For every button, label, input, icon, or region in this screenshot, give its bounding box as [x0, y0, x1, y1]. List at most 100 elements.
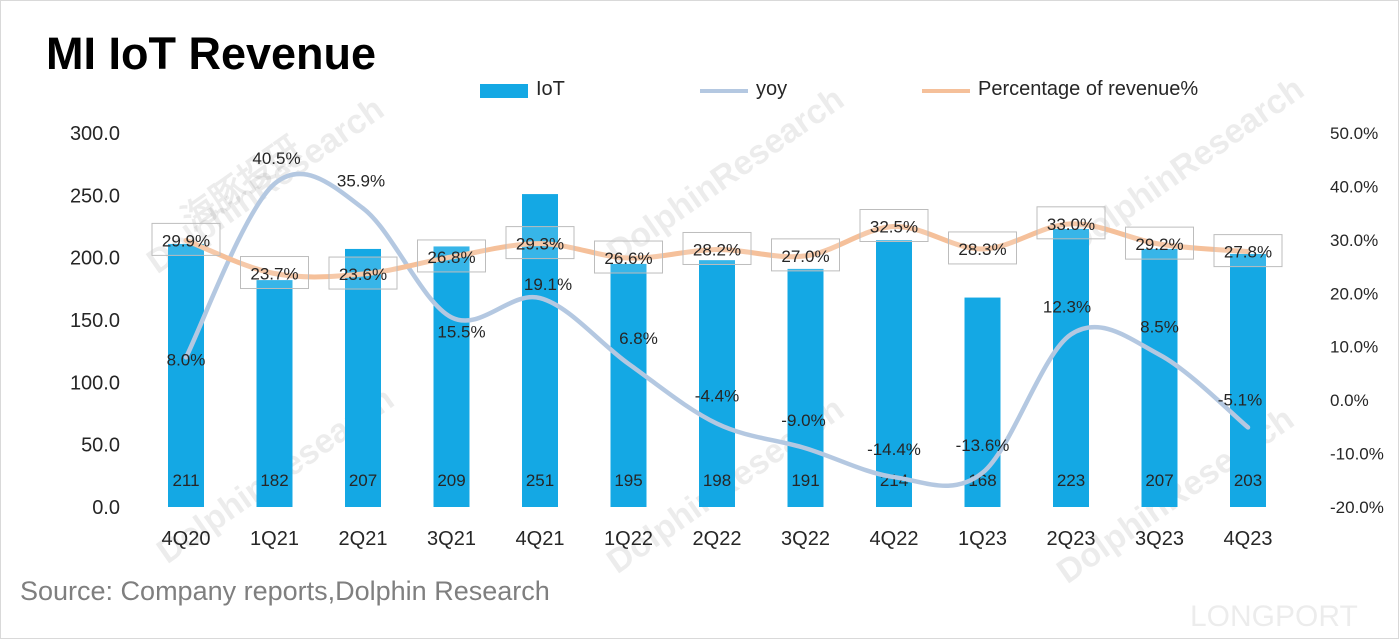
x-tick-label: 2Q21	[339, 528, 388, 550]
pct-data-label: 28.2%	[693, 240, 741, 259]
yoy-data-label: -13.6%	[956, 436, 1010, 455]
bar	[433, 246, 470, 508]
bar	[1230, 253, 1266, 507]
pct-label-box	[1036, 206, 1106, 240]
y-left-tick-label: 300.0	[70, 123, 120, 145]
bar	[345, 248, 381, 507]
pct-data-label: 27.8%	[1224, 243, 1272, 262]
y-left-tick-label: 250.0	[70, 185, 120, 207]
y-right-tick-label: 20.0%	[1330, 284, 1378, 303]
y-left-tick-label: 150.0	[70, 310, 120, 332]
x-tick-label: 2Q22	[693, 528, 742, 550]
bar-value-label: 207	[349, 471, 377, 490]
legend-swatch-pct	[922, 89, 970, 93]
bar-value-label: 195	[614, 471, 642, 490]
x-tick-label: 1Q21	[250, 528, 299, 550]
pct-data-label: 29.9%	[162, 231, 210, 250]
pct-data-label: 26.6%	[604, 249, 652, 268]
y-right-tick-label: -20.0%	[1330, 498, 1384, 517]
pct-label-box	[1213, 234, 1283, 268]
pct-label-box	[151, 222, 221, 256]
bar	[699, 260, 735, 507]
pct-label-box	[240, 256, 309, 290]
pct-label-box	[948, 231, 1017, 265]
x-tick-label: 2Q23	[1047, 528, 1096, 550]
pct-data-label: 23.6%	[339, 265, 387, 284]
bar-value-label: 191	[791, 471, 819, 490]
bar-value-label: 211	[172, 471, 199, 490]
y-right-tick-label: 30.0%	[1330, 231, 1378, 250]
pct-label-box	[682, 231, 752, 265]
bar	[1053, 228, 1089, 507]
pct-label-box	[859, 209, 929, 242]
yoy-data-label: 19.1%	[524, 275, 572, 294]
pct-data-label: 26.8%	[427, 248, 475, 267]
y-right-tick-label: 40.0%	[1330, 177, 1378, 196]
y-right-tick-label: 0.0%	[1330, 391, 1369, 410]
x-tick-label: 1Q23	[958, 528, 1007, 550]
y-left-tick-label: 50.0	[81, 435, 120, 457]
bar	[787, 268, 824, 507]
bar	[1141, 248, 1178, 507]
bar-value-label: 203	[1234, 471, 1262, 490]
yoy-data-label: 12.3%	[1043, 297, 1091, 316]
yoy-data-label: 40.5%	[252, 149, 300, 168]
x-tick-label: 4Q20	[162, 528, 211, 550]
y-left-tick-label: 0.0	[92, 497, 120, 519]
bar-value-label: 209	[437, 471, 465, 490]
yoy-data-label: -14.4%	[867, 440, 921, 459]
yoy-data-label: 15.5%	[437, 322, 485, 341]
y-left-tick-label: 100.0	[70, 372, 120, 394]
x-tick-label: 3Q22	[781, 528, 830, 550]
x-tick-label: 4Q21	[516, 528, 565, 550]
bar	[256, 280, 293, 507]
yoy-data-label: 35.9%	[337, 171, 385, 190]
series-line-yoy	[183, 171, 1251, 488]
x-tick-label: 3Q23	[1135, 528, 1184, 550]
pct-data-label: 28.3%	[958, 240, 1006, 259]
legend-swatch-yoy	[700, 89, 748, 93]
pct-data-label: 33.0%	[1047, 215, 1095, 234]
yoy-data-label: -5.1%	[1218, 390, 1262, 409]
yoy-data-label: 8.5%	[1140, 318, 1179, 337]
pct-label-box	[594, 240, 663, 274]
yoy-data-label: -9.0%	[781, 411, 825, 430]
y-left-tick-label: 200.0	[70, 248, 120, 270]
pct-label-box	[771, 238, 840, 272]
pct-data-label: 32.5%	[870, 218, 918, 237]
x-tick-label: 3Q21	[427, 528, 476, 550]
x-tick-label: 4Q22	[870, 528, 919, 550]
bar	[876, 240, 912, 508]
legend-label-iot: IoT	[536, 78, 565, 100]
bar-value-label: 251	[526, 471, 554, 490]
pct-label-box	[505, 226, 575, 260]
yoy-data-label: -4.4%	[695, 387, 739, 406]
series-line-pct	[183, 221, 1251, 280]
pct-data-label: 29.2%	[1135, 235, 1183, 254]
y-right-tick-label: 10.0%	[1330, 338, 1378, 357]
bar	[610, 263, 647, 507]
bar-value-label: 182	[260, 471, 288, 490]
x-tick-label: 4Q23	[1224, 528, 1273, 550]
pct-label-box	[1125, 226, 1194, 260]
yoy-data-label: 6.8%	[619, 329, 658, 348]
bar-value-label: 198	[703, 471, 731, 490]
pct-label-box	[328, 256, 398, 290]
pct-label-box	[417, 239, 486, 273]
legend-swatch-iot	[480, 84, 528, 98]
y-right-tick-label: -10.0%	[1330, 445, 1384, 464]
pct-data-label: 29.3%	[516, 235, 564, 254]
legend-label-yoy: yoy	[756, 78, 788, 100]
y-right-tick-label: 50.0%	[1330, 124, 1378, 143]
pct-data-label: 23.7%	[250, 265, 298, 284]
yoy-data-label: 8.0%	[167, 350, 206, 369]
x-tick-label: 1Q22	[604, 528, 653, 550]
bar-value-label: 207	[1145, 471, 1173, 490]
legend-label-pct: Percentage of revenue%	[978, 78, 1199, 100]
bar-value-label: 223	[1057, 471, 1085, 490]
source-note: Source: Company reports,Dolphin Research	[20, 576, 550, 606]
bar	[168, 243, 204, 507]
pct-data-label: 27.0%	[781, 247, 829, 266]
chart-title: MI IoT Revenue	[46, 28, 377, 79]
